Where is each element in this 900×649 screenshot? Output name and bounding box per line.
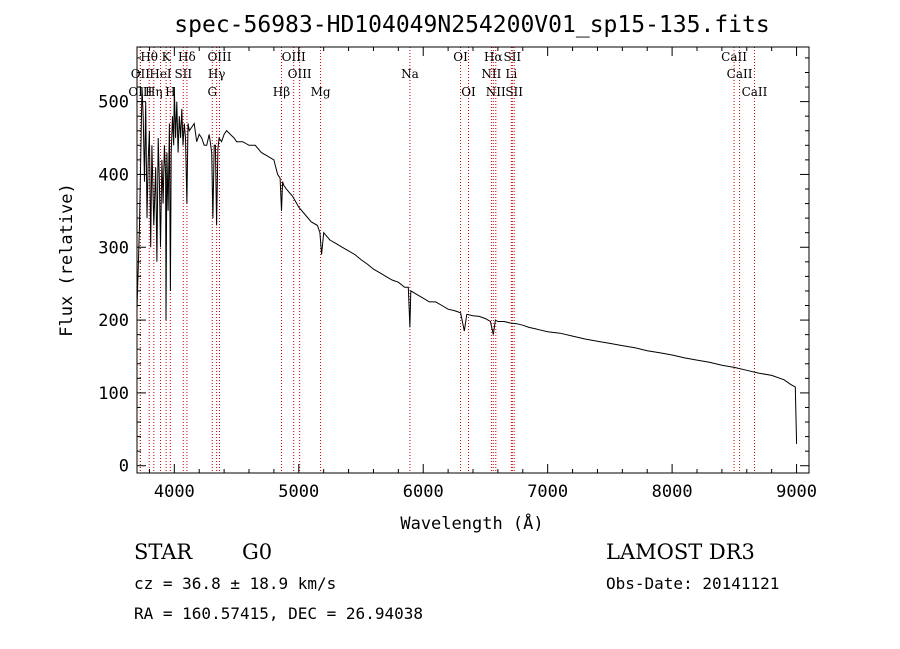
x-tick-label-5: 9000 <box>776 482 817 502</box>
line-label-21: G <box>207 85 217 99</box>
line-label-15: NII <box>481 67 501 81</box>
line-label-4: OIII <box>282 50 306 64</box>
line-label-22: Hβ <box>273 85 290 99</box>
line-label-26: SII <box>505 85 523 99</box>
x-tick-label-4: 8000 <box>652 482 693 502</box>
line-label-20: H <box>165 85 175 99</box>
object-class: STAR <box>134 540 193 564</box>
line-label-25: NII <box>486 85 506 99</box>
line-label-3: OIII <box>207 50 231 64</box>
line-label-11: SII <box>174 67 192 81</box>
x-tick-label-0: 4000 <box>154 482 195 502</box>
y-tick-label-5: 500 <box>98 93 129 113</box>
y-tick-label-3: 300 <box>98 238 129 258</box>
x-axis-label: Wavelength (Å) <box>400 512 543 534</box>
line-label-10: HeI <box>149 67 172 81</box>
y-tick-label-0: 0 <box>119 457 129 477</box>
radial-velocity: cz = 36.8 ± 18.9 km/s <box>134 574 336 593</box>
y-tick-label-2: 200 <box>98 311 129 331</box>
line-label-7: SII <box>503 50 521 64</box>
line-label-16: Li <box>505 67 517 81</box>
line-label-12: Hγ <box>208 67 226 81</box>
survey-name: LAMOST DR3 <box>606 540 755 564</box>
line-label-24: OI <box>461 85 476 99</box>
x-tick-label-1: 5000 <box>278 482 319 502</box>
coordinates: RA = 160.57415, DEC = 26.94038 <box>134 604 423 623</box>
line-label-17: CaII <box>727 67 753 81</box>
line-label-19: Hη <box>145 85 163 99</box>
y-axis-label: Flux (relative) <box>57 183 77 337</box>
x-tick-label-3: 7000 <box>527 482 568 502</box>
chart-title: spec-56983-HD104049N254200V01_sp15-135.f… <box>174 12 769 38</box>
plot-frame <box>136 46 810 474</box>
line-label-1: K <box>162 50 172 64</box>
line-label-5: OI <box>453 50 468 64</box>
y-axis-ticks: 0 100 200 300 400 500 <box>98 57 809 477</box>
line-label-6: Hα <box>484 50 503 64</box>
line-label-2: Hδ <box>178 50 196 64</box>
x-tick-label-2: 6000 <box>403 482 444 502</box>
spectral-subclass: G0 <box>242 540 272 564</box>
line-label-9: OII <box>131 67 151 81</box>
line-label-8: CaII <box>721 50 747 64</box>
spectrum-line <box>136 87 798 444</box>
line-label-0: Hθ <box>140 50 158 64</box>
x-axis-ticks: 4000 5000 6000 7000 8000 9000 <box>148 47 817 502</box>
y-tick-label-1: 100 <box>98 384 129 404</box>
line-label-27: CaII <box>742 85 768 99</box>
line-label-18: OIII <box>128 85 152 99</box>
emission-line-markers <box>139 47 755 473</box>
line-label-14: Na <box>401 67 419 81</box>
y-tick-label-4: 400 <box>98 165 129 185</box>
observation-date: Obs-Date: 20141121 <box>606 574 779 593</box>
line-label-13: OIII <box>288 67 312 81</box>
line-label-23: Mg <box>311 85 331 99</box>
